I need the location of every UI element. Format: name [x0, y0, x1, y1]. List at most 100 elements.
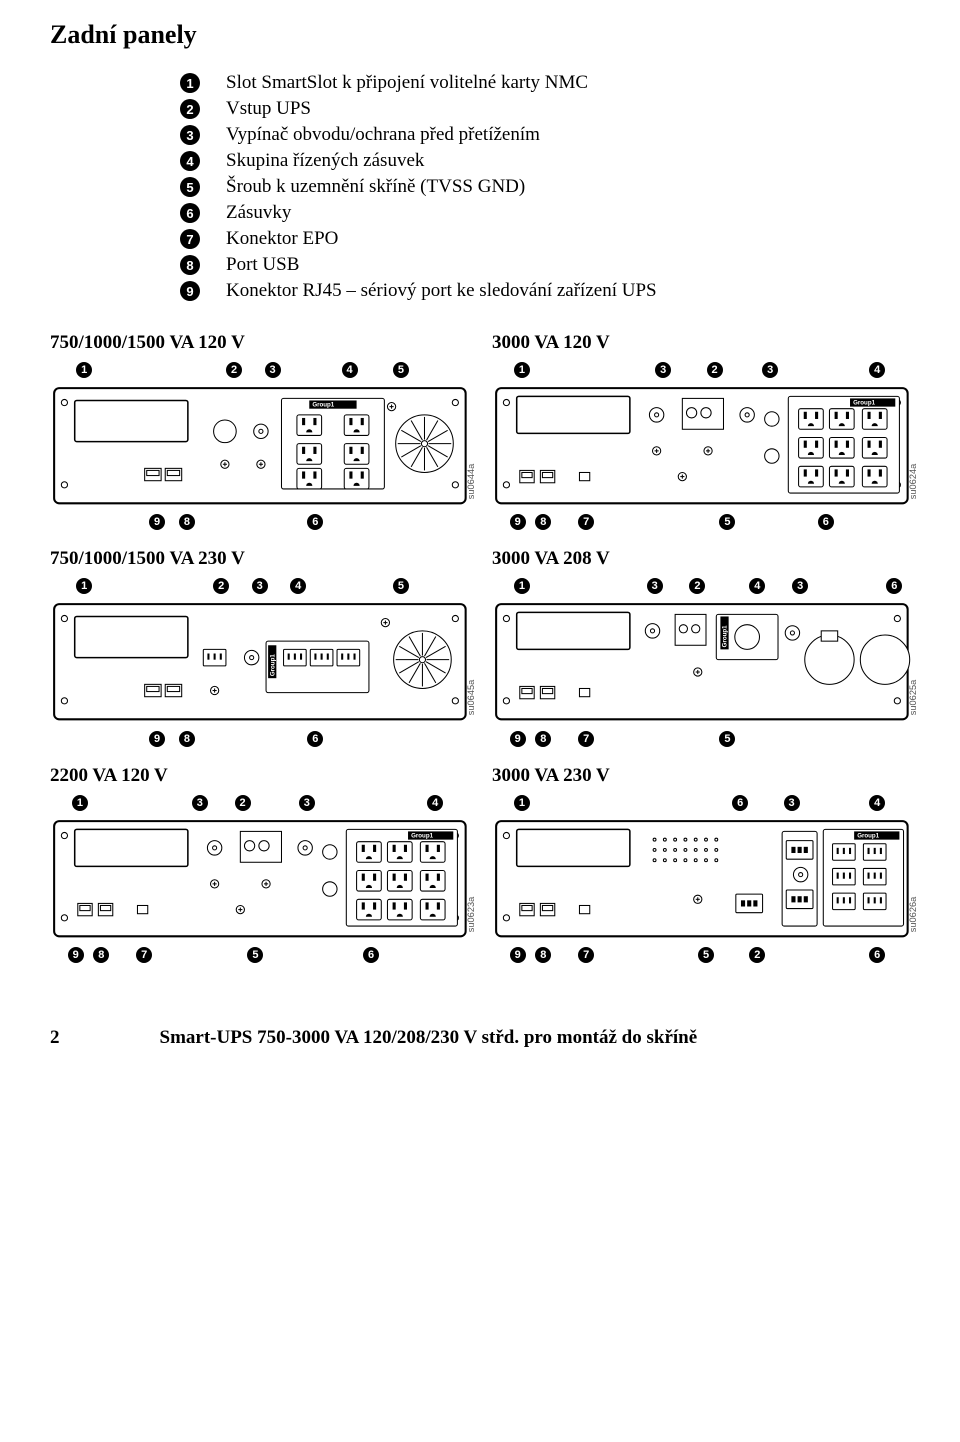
callout-point: 4: [290, 578, 306, 594]
legend-row: 3 Vypínač obvodu/ochrana před přetížením: [180, 124, 920, 146]
callout-point: 8: [535, 731, 551, 747]
callout-point: 8: [535, 514, 551, 530]
callout-point: 6: [307, 514, 323, 530]
panel-block: 2200 VA 120 V13234su0623aGroup198756: [50, 765, 478, 967]
svg-text:su0644a: su0644a: [466, 463, 476, 499]
panel-row: 2200 VA 120 V13234su0623aGroup1987563000…: [50, 765, 920, 967]
panel-label: 3000 VA 230 V: [492, 765, 920, 787]
panel-label: 750/1000/1500 VA 230 V: [50, 548, 478, 570]
legend-num-icon: 7: [180, 229, 200, 249]
legend-num-icon: 8: [180, 255, 200, 275]
svg-text:su0623a: su0623a: [466, 896, 476, 932]
callout-point: 5: [393, 578, 409, 594]
page-title: Zadní panely: [50, 20, 920, 50]
callout-num-icon: 7: [136, 947, 152, 963]
legend-num-icon: 9: [180, 281, 200, 301]
callout-point: 3: [265, 362, 281, 378]
svg-text:Group1: Group1: [853, 400, 875, 407]
callout-num-icon: 1: [514, 795, 530, 811]
panel-label: 2200 VA 120 V: [50, 765, 478, 787]
callout-point: 4: [342, 362, 358, 378]
callout-num-icon: 1: [76, 578, 92, 594]
callout-bar: 13234: [50, 795, 478, 815]
callout-num-icon: 7: [578, 514, 594, 530]
legend-row: 1Slot SmartSlot k připojení volitelné ka…: [180, 72, 920, 94]
callout-point: 8: [179, 731, 195, 747]
callout-bar: 1634: [492, 795, 920, 815]
callout-point: 1: [514, 578, 530, 594]
panel-label: 750/1000/1500 VA 120 V: [50, 332, 478, 354]
callout-num-icon: 3: [265, 362, 281, 378]
svg-text:su0624a: su0624a: [908, 463, 918, 499]
callout-num-icon: 2: [213, 578, 229, 594]
callout-num-icon: 7: [578, 731, 594, 747]
callout-point: 8: [93, 947, 109, 963]
callout-num-icon: 4: [427, 795, 443, 811]
legend-text: Vypínač obvodu/ochrana před přetížením: [226, 124, 540, 146]
callout-bar: 98756: [50, 947, 478, 967]
callout-point: 1: [76, 578, 92, 594]
callout-num-icon: 1: [72, 795, 88, 811]
legend-num-icon: 3: [180, 125, 200, 145]
panel-block: 3000 VA 230 V1634su0626aGroup1987526: [492, 765, 920, 967]
callout-point: 3: [647, 578, 663, 594]
svg-text:su0645a: su0645a: [466, 679, 476, 715]
callout-point: 7: [578, 514, 594, 530]
callout-num-icon: 6: [886, 578, 902, 594]
callout-point: 7: [136, 947, 152, 963]
callout-num-icon: 7: [578, 947, 594, 963]
legend-text: Šroub k uzemnění skříně (TVSS GND): [226, 176, 525, 198]
callout-num-icon: 9: [149, 514, 165, 530]
callout-num-icon: 3: [762, 362, 778, 378]
callout-point: 9: [149, 731, 165, 747]
panel-diagram: su0625aGroup1: [492, 600, 920, 728]
callout-num-icon: 5: [393, 362, 409, 378]
callout-bar: 987526: [492, 947, 920, 967]
callout-point: 9: [149, 514, 165, 530]
panel-diagram: su0623aGroup1: [50, 817, 478, 945]
legend-text: Vstup UPS: [226, 98, 311, 120]
callout-point: 4: [869, 795, 885, 811]
callout-point: 5: [393, 362, 409, 378]
callout-num-icon: 3: [655, 362, 671, 378]
callout-num-icon: 5: [719, 514, 735, 530]
legend-text: Port USB: [226, 254, 299, 276]
callout-num-icon: 2: [689, 578, 705, 594]
callout-point: 9: [510, 514, 526, 530]
footer: 2 Smart-UPS 750-3000 VA 120/208/230 V st…: [50, 1027, 920, 1049]
callout-point: 6: [363, 947, 379, 963]
panel-diagram: su0645a Group1: [50, 600, 478, 728]
callout-num-icon: 6: [307, 514, 323, 530]
callout-num-icon: 6: [818, 514, 834, 530]
callout-point: 2: [689, 578, 705, 594]
callout-point: 2: [749, 947, 765, 963]
callout-num-icon: 9: [68, 947, 84, 963]
callout-num-icon: 3: [252, 578, 268, 594]
callout-point: 3: [655, 362, 671, 378]
legend-num-icon: 6: [180, 203, 200, 223]
callout-point: 3: [299, 795, 315, 811]
legend-row: 9Konektor RJ45 – sériový port ke sledová…: [180, 280, 920, 302]
callout-point: 6: [869, 947, 885, 963]
panel-block: 3000 VA 120 V13234su0624aGroup198756: [492, 332, 920, 534]
svg-text:Group1: Group1: [312, 402, 334, 409]
callout-point: 8: [535, 947, 551, 963]
legend-row: 8 Port USB: [180, 254, 920, 276]
svg-text:Group1: Group1: [857, 832, 879, 839]
callout-point: 2: [213, 578, 229, 594]
callout-point: 6: [307, 731, 323, 747]
callout-num-icon: 3: [784, 795, 800, 811]
callout-num-icon: 9: [510, 731, 526, 747]
callout-num-icon: 1: [514, 578, 530, 594]
callout-point: 6: [732, 795, 748, 811]
callout-num-icon: 2: [226, 362, 242, 378]
callout-num-icon: 3: [647, 578, 663, 594]
svg-text:Group1: Group1: [269, 654, 276, 676]
callout-bar: 12345: [50, 362, 478, 382]
callout-point: 1: [514, 362, 530, 378]
callout-num-icon: 4: [749, 578, 765, 594]
panel-diagram: su0624a Group1: [492, 384, 920, 512]
callout-point: 5: [698, 947, 714, 963]
callout-bar: 132436: [492, 578, 920, 598]
legend-row: 4Skupina řízených zásuvek: [180, 150, 920, 172]
